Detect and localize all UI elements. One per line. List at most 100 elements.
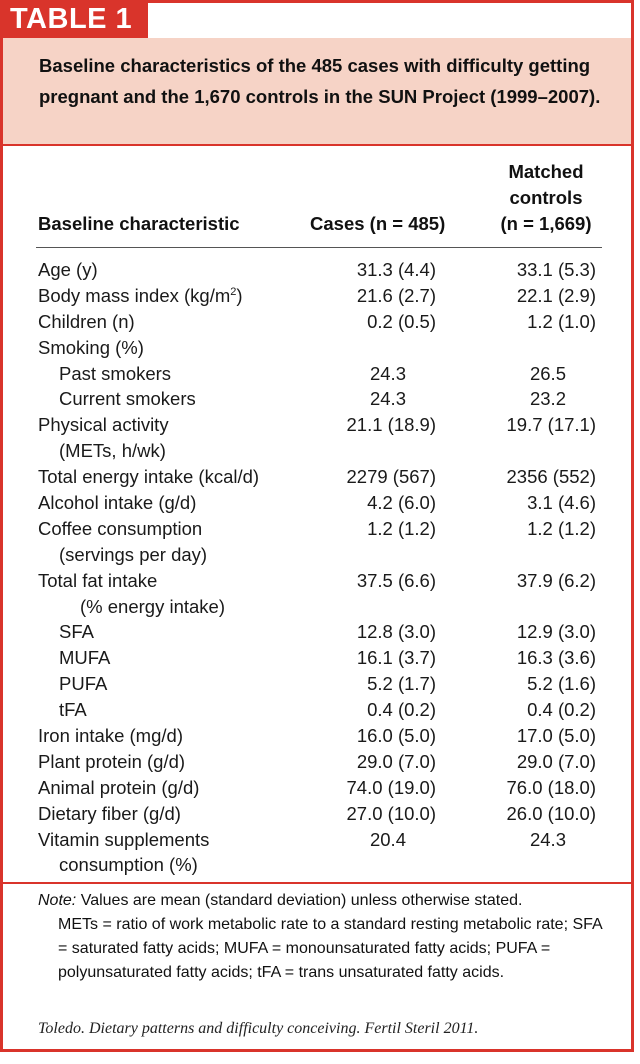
controls-value: 33.1 (5.3): [516, 259, 596, 280]
row-label: Animal protein (g/d): [38, 776, 200, 798]
controls-value: 1.2 (1.2): [527, 517, 596, 539]
table-row: Children (n) 0.2 (0.5) 1.2 (1.0): [0, 309, 634, 335]
note-line1: Values are mean (standard deviation) unl…: [80, 892, 523, 909]
row-label: Children (n): [38, 310, 135, 332]
table-row: Dietary fiber (g/d) 27.0 (10.0) 26.0 (10…: [0, 801, 634, 827]
row-label: Age (y): [38, 259, 98, 280]
table-row: Coffee consumption 1.2 (1.2) 1.2 (1.2): [0, 516, 634, 542]
controls-value: 29.0 (7.0): [516, 750, 596, 772]
row-label-suffix: ): [236, 284, 243, 306]
controls-value: 76.0 (18.0): [506, 776, 596, 798]
row-label: Smoking (%): [38, 336, 144, 358]
row-label: tFA: [59, 699, 87, 721]
cases-value: 12.8 (3.0): [356, 621, 436, 643]
table-row: Smoking (%): [0, 335, 634, 361]
cases-value: 1.2 (1.2): [367, 517, 436, 539]
row-label: Dietary fiber (g/d): [38, 802, 181, 824]
cases-value: 31.3 (4.4): [356, 259, 436, 280]
cases-value: 29.0 (7.0): [356, 750, 436, 772]
row-label: Total fat intake: [38, 569, 158, 591]
table-row: Animal protein (g/d) 74.0 (19.0) 76.0 (1…: [0, 775, 634, 801]
table-row: Physical activity 21.1 (18.9) 19.7 (17.1…: [0, 412, 634, 438]
table-caption: Baseline characteristics of the 485 case…: [39, 55, 601, 107]
cases-value: 21.1 (18.9): [346, 414, 436, 436]
cases-value: 5.2 (1.7): [367, 673, 436, 695]
controls-value: 23.2: [529, 388, 566, 410]
table-row: MUFA 16.1 (3.7) 16.3 (3.6): [0, 645, 634, 671]
controls-value: 26.5: [529, 362, 566, 384]
controls-value: 1.2 (1.0): [527, 310, 596, 332]
cases-value: 21.6 (2.7): [356, 284, 436, 306]
table-row: Vitamin supplements 20.4 24.3: [0, 827, 634, 853]
controls-value: 16.3 (3.6): [516, 647, 596, 669]
cases-value: 16.1 (3.7): [356, 647, 436, 669]
row-label: Coffee consumption: [38, 517, 203, 539]
controls-value: 5.2 (1.6): [527, 673, 596, 695]
row-label: Iron intake (mg/d): [38, 725, 183, 747]
row-label-text: Body mass index (kg/m: [38, 284, 231, 306]
table-row: SFA 12.8 (3.0) 12.9 (3.0): [0, 619, 634, 645]
table-row: Body mass index (kg/m2) 21.6 (2.7) 22.1 …: [0, 283, 634, 309]
table-row: (servings per day): [0, 542, 634, 568]
row-label: Plant protein (g/d): [38, 750, 186, 772]
table-row: Alcohol intake (g/d) 4.2 (6.0) 3.1 (4.6): [0, 490, 634, 516]
header-cases: Cases (n = 485): [310, 213, 446, 234]
header-controls-line1: Matched: [508, 161, 584, 182]
row-label: MUFA: [59, 647, 111, 669]
table-row: tFA 0.4 (0.2) 0.4 (0.2): [0, 697, 634, 723]
controls-value: 0.4 (0.2): [527, 699, 596, 721]
controls-value: 24.3: [529, 828, 566, 850]
cases-value: 27.0 (10.0): [346, 802, 436, 824]
note-rule: [3, 882, 631, 884]
table-row: Current smokers 24.3 23.2: [0, 386, 634, 412]
controls-value: 26.0 (10.0): [506, 802, 596, 824]
row-label: (% energy intake): [80, 595, 225, 617]
row-label: Current smokers: [59, 388, 196, 410]
row-label: Alcohol intake (g/d): [38, 492, 197, 514]
cases-value: 0.4 (0.2): [367, 699, 436, 721]
controls-value: 2356 (552): [506, 466, 596, 488]
note-definitions: METs = ratio of work metabolic rate to a…: [58, 916, 602, 981]
citation: Toledo. Dietary patterns and difficulty …: [38, 1020, 479, 1037]
header-characteristic: Baseline characteristic: [38, 213, 240, 234]
controls-value: 22.1 (2.9): [516, 284, 596, 306]
controls-value: 19.7 (17.1): [506, 414, 596, 436]
table-row: consumption (%): [0, 852, 634, 878]
row-label: Body mass index (kg/m2): [38, 283, 243, 309]
cases-value: 16.0 (5.0): [356, 725, 436, 747]
controls-value: 12.9 (3.0): [516, 621, 596, 643]
row-label-sup: 2: [230, 285, 237, 298]
table-row: Age (y) 31.3 (4.4) 33.1 (5.3): [0, 257, 634, 283]
table-row: PUFA 5.2 (1.7) 5.2 (1.6): [0, 671, 634, 697]
header-rule: [36, 247, 602, 248]
cases-value: 2279 (567): [346, 466, 436, 488]
table-frame: [0, 0, 634, 1052]
table-row: Plant protein (g/d) 29.0 (7.0) 29.0 (7.0…: [0, 749, 634, 775]
row-label: Total energy intake (kcal/d): [38, 466, 260, 488]
table-row: Iron intake (mg/d) 16.0 (5.0) 17.0 (5.0): [0, 723, 634, 749]
row-label: (METs, h/wk): [59, 440, 166, 462]
cases-value: 0.2 (0.5): [367, 310, 436, 332]
row-label: Physical activity: [38, 414, 169, 436]
header-controls-line3: (n = 1,669): [500, 213, 592, 234]
row-label: SFA: [59, 621, 94, 643]
cases-value: 24.3: [369, 362, 406, 384]
row-label: (servings per day): [59, 543, 208, 565]
controls-value: 37.9 (6.2): [516, 569, 596, 591]
note-prefix: Note:: [38, 892, 77, 909]
table-body: Age (y) 31.3 (4.4) 33.1 (5.3) Body mass …: [0, 257, 634, 878]
cases-value: 20.4: [369, 828, 406, 850]
controls-value: 3.1 (4.6): [527, 492, 596, 514]
row-label: Vitamin supplements: [38, 828, 210, 850]
table-note: Note: Values are mean (standard deviatio…: [38, 889, 604, 985]
controls-value: 17.0 (5.0): [516, 725, 596, 747]
table-row: (% energy intake): [0, 594, 634, 620]
cases-value: 74.0 (19.0): [346, 776, 436, 798]
cases-value: 37.5 (6.6): [356, 569, 436, 591]
table-row: Past smokers 24.3 26.5: [0, 361, 634, 387]
table-label: TABLE 1: [0, 0, 148, 38]
row-label: consumption (%): [59, 854, 198, 876]
header-controls-line2: controls: [509, 187, 583, 208]
cases-value: 24.3: [369, 388, 406, 410]
table-row: (METs, h/wk): [0, 438, 634, 464]
